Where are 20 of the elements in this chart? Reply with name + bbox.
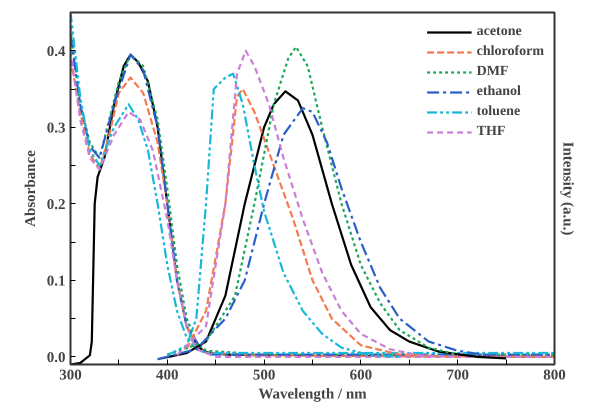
x-tick-label: 300 xyxy=(59,368,82,384)
legend-label: chloroform xyxy=(476,43,544,61)
legend-label: DMF xyxy=(476,63,508,81)
x-tick-label: 700 xyxy=(446,368,469,384)
y-tick-label: 0.3 xyxy=(46,120,66,136)
x-axis-title: Wavelength / nm xyxy=(258,386,368,402)
legend-label: ethanol xyxy=(476,83,521,101)
x-tick-label: 500 xyxy=(252,368,276,384)
legend-label: toluene xyxy=(476,103,520,121)
y-tick-label: 0.1 xyxy=(46,273,66,290)
legend-label: acetone xyxy=(476,23,522,41)
legend-label: THF xyxy=(476,123,506,141)
y-axis-title: Absorbance xyxy=(22,150,39,227)
y-tick-label: 0.2 xyxy=(46,196,66,213)
y2-axis-title: Intensity (a.u.) xyxy=(560,142,576,236)
x-tick-label: 600 xyxy=(350,368,372,384)
text: 0.0 xyxy=(46,350,66,366)
y-tick-label: 0.4 xyxy=(46,44,66,60)
x-tick-label: 400 xyxy=(156,368,179,384)
x-tick-label: 800 xyxy=(543,368,566,384)
